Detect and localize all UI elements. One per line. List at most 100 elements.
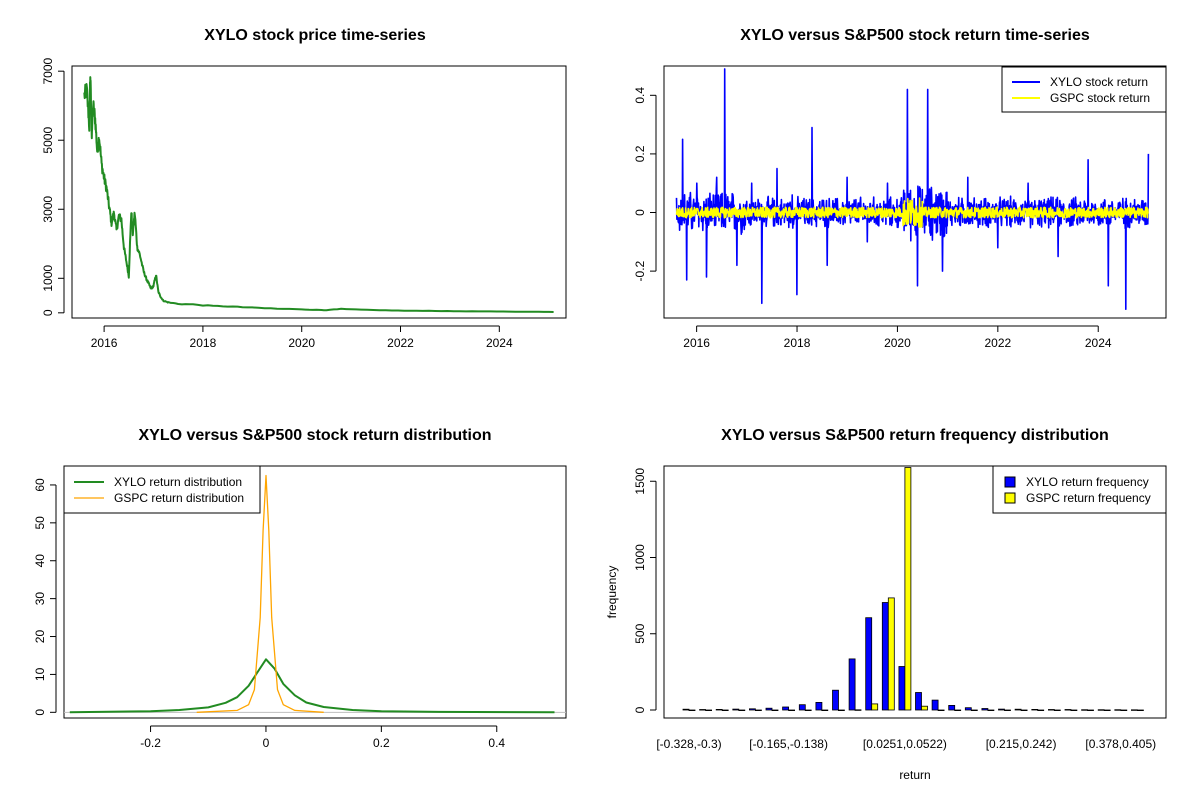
xylo-frequency-bar [782, 706, 789, 711]
frequency-x-tick-label: [-0.165,-0.138) [749, 737, 828, 751]
xylo-frequency-bar [1014, 708, 1022, 711]
price-plot-frame [71, 65, 567, 319]
gspc-frequency-bar [854, 709, 862, 711]
density-y-tick-label: 20 [33, 630, 47, 644]
frequency-x-tick-label: [0.215,0.242) [986, 737, 1057, 751]
price-x-tick-label: 2018 [190, 336, 217, 350]
frequency-y-tick-label: 1500 [633, 468, 647, 495]
gspc-frequency-bar [1037, 709, 1045, 712]
xylo-frequency-bar [699, 709, 706, 711]
xylo-density-line [69, 658, 555, 714]
density-chart-title: XYLO versus S&P500 stock return distribu… [139, 427, 492, 444]
returns-legend-box [1001, 66, 1167, 113]
xylo-frequency-bar [998, 708, 1005, 711]
returns-x-tick-label: 2024 [1085, 336, 1112, 350]
frequency-legend-swatch [1004, 492, 1016, 504]
gspc-frequency-bar [1137, 709, 1144, 712]
frequency-y-axis-label: frequency [605, 566, 619, 619]
density-x-tick-label: 0 [263, 736, 270, 750]
frequency-legend: XYLO return frequency GSPC return frequen… [992, 465, 1167, 514]
returns-plot-frame [663, 65, 1167, 319]
price-y-tick-label: 5000 [41, 127, 55, 154]
returns-chart-title: XYLO versus S&P500 stock return time-ser… [740, 27, 1090, 44]
frequency-chart-panel: XYLO versus S&P500 return frequency dist… [605, 427, 1167, 782]
gspc-density-line [196, 474, 324, 713]
gspc-frequency-bar [771, 709, 779, 712]
xylo-frequency-bar [964, 707, 972, 711]
price-y-tick-label: 1000 [41, 265, 55, 292]
xylo-frequency-bar [898, 666, 906, 711]
density-y-tick-label: 0 [33, 709, 47, 716]
gspc-frequency-bar [987, 709, 995, 712]
gspc-frequency-bar [738, 709, 746, 712]
returns-chart-panel: XYLO versus S&P500 stock return time-ser… [633, 27, 1167, 350]
xylo-frequency-bar [1031, 709, 1039, 711]
density-y-tick-label: 40 [33, 554, 47, 568]
gspc-frequency-bar [688, 709, 696, 712]
density-chart-panel: XYLO versus S&P500 stock return distribu… [33, 427, 567, 750]
price-x-tick-label: 2020 [288, 336, 315, 350]
gspc-frequency-bar [921, 705, 928, 711]
density-y-tick-label: 60 [33, 478, 47, 492]
frequency-legend-swatch [1004, 476, 1016, 488]
gspc-frequency-bar [937, 709, 945, 712]
density-x-tick-label: 0.2 [373, 736, 390, 750]
gspc-frequency-bar [1020, 709, 1028, 712]
returns-legend: XYLO stock return GSPC stock return [1001, 66, 1167, 113]
xylo-frequency-bar [798, 704, 806, 711]
price-y-tick-label: 7000 [41, 58, 55, 85]
density-y-tick-label: 10 [33, 667, 47, 681]
xylo-frequency-bar [765, 707, 773, 711]
frequency-y-tick-label: 500 [633, 623, 647, 643]
xylo-frequency-bar [948, 705, 956, 711]
frequency-x-tick-label: [0.0251,0.0522) [863, 737, 947, 751]
density-plot-frame [63, 465, 567, 719]
gspc-frequency-bar [887, 597, 895, 711]
returns-x-tick-label: 2016 [683, 336, 710, 350]
gspc-frequency-bar [954, 709, 962, 712]
returns-x-tick-label: 2018 [784, 336, 811, 350]
returns-x-tick-label: 2020 [884, 336, 911, 350]
gspc-frequency-bar [1120, 709, 1128, 712]
gspc-frequency-bar [804, 709, 812, 712]
gspc-frequency-bar [721, 709, 729, 712]
xylo-frequency-bar [682, 708, 690, 711]
gspc-frequency-bar [1103, 709, 1111, 712]
gspc-frequency-bar [1087, 709, 1094, 712]
price-y-tick-label: 3000 [41, 196, 55, 223]
returns-y-tick-label: 0 [633, 209, 647, 216]
xylo-frequency-bar [715, 709, 723, 711]
frequency-plot-frame [663, 465, 1167, 719]
frequency-y-tick-label: 0 [633, 706, 647, 713]
gspc-frequency-bar [1070, 709, 1078, 712]
gspc-frequency-bar [838, 709, 845, 712]
xylo-frequency-bar [749, 708, 756, 711]
xylo-frequency-bar [1114, 709, 1122, 711]
density-legend-label: GSPC return distribution [114, 491, 244, 505]
xylo-frequency-bar [1064, 709, 1072, 711]
xylo-frequency-bar [1131, 709, 1138, 711]
gspc-frequency-bar [904, 467, 912, 711]
xylo-frequency-bar [1097, 709, 1105, 711]
density-legend-label: XYLO return distribution [114, 475, 242, 489]
gspc-frequency-bar [788, 709, 795, 712]
gspc-frequency-bar [821, 709, 829, 712]
xylo-frequency-bar [915, 692, 922, 711]
price-series-line [83, 76, 554, 313]
xylo-frequency-bar [881, 602, 889, 711]
gspc-return-line [675, 197, 1150, 228]
returns-y-tick-label: -0.2 [633, 260, 647, 281]
frequency-chart-title: XYLO versus S&P500 return frequency dist… [721, 427, 1109, 444]
price-x-tick-label: 2024 [486, 336, 513, 350]
xylo-frequency-bar [931, 699, 939, 711]
returns-legend-label: GSPC stock return [1050, 91, 1150, 105]
xylo-frequency-bar [981, 708, 989, 711]
frequency-y-tick-label: 1000 [633, 544, 647, 571]
frequency-legend-box [992, 465, 1167, 514]
density-legend: XYLO return distribution GSPC return dist… [63, 465, 261, 514]
xylo-frequency-bar [1048, 709, 1055, 711]
gspc-frequency-bar [705, 709, 712, 712]
xylo-frequency-bar [815, 702, 823, 711]
density-x-tick-label: 0.4 [488, 736, 505, 750]
